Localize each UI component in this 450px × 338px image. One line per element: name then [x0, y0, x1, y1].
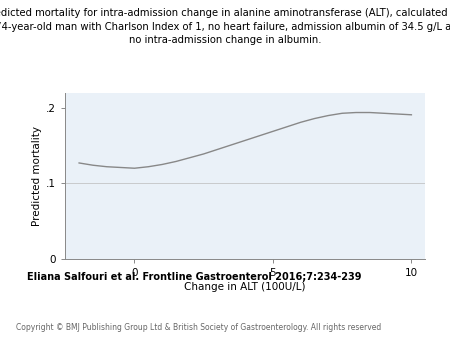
Text: FG: FG [392, 306, 418, 324]
X-axis label: Change in ALT (100U/L): Change in ALT (100U/L) [184, 282, 306, 292]
Text: Copyright © BMJ Publishing Group Ltd & British Society of Gastroenterology. All : Copyright © BMJ Publishing Group Ltd & B… [16, 323, 381, 332]
Text: Eliana Salfouri et al. Frontline Gastroenterol 2016;7:234-239: Eliana Salfouri et al. Frontline Gastroe… [27, 272, 361, 282]
Y-axis label: Predicted mortality: Predicted mortality [32, 126, 42, 226]
Text: Predicted mortality for intra-admission change in alanine aminotransferase (ALT): Predicted mortality for intra-admission … [0, 8, 450, 45]
